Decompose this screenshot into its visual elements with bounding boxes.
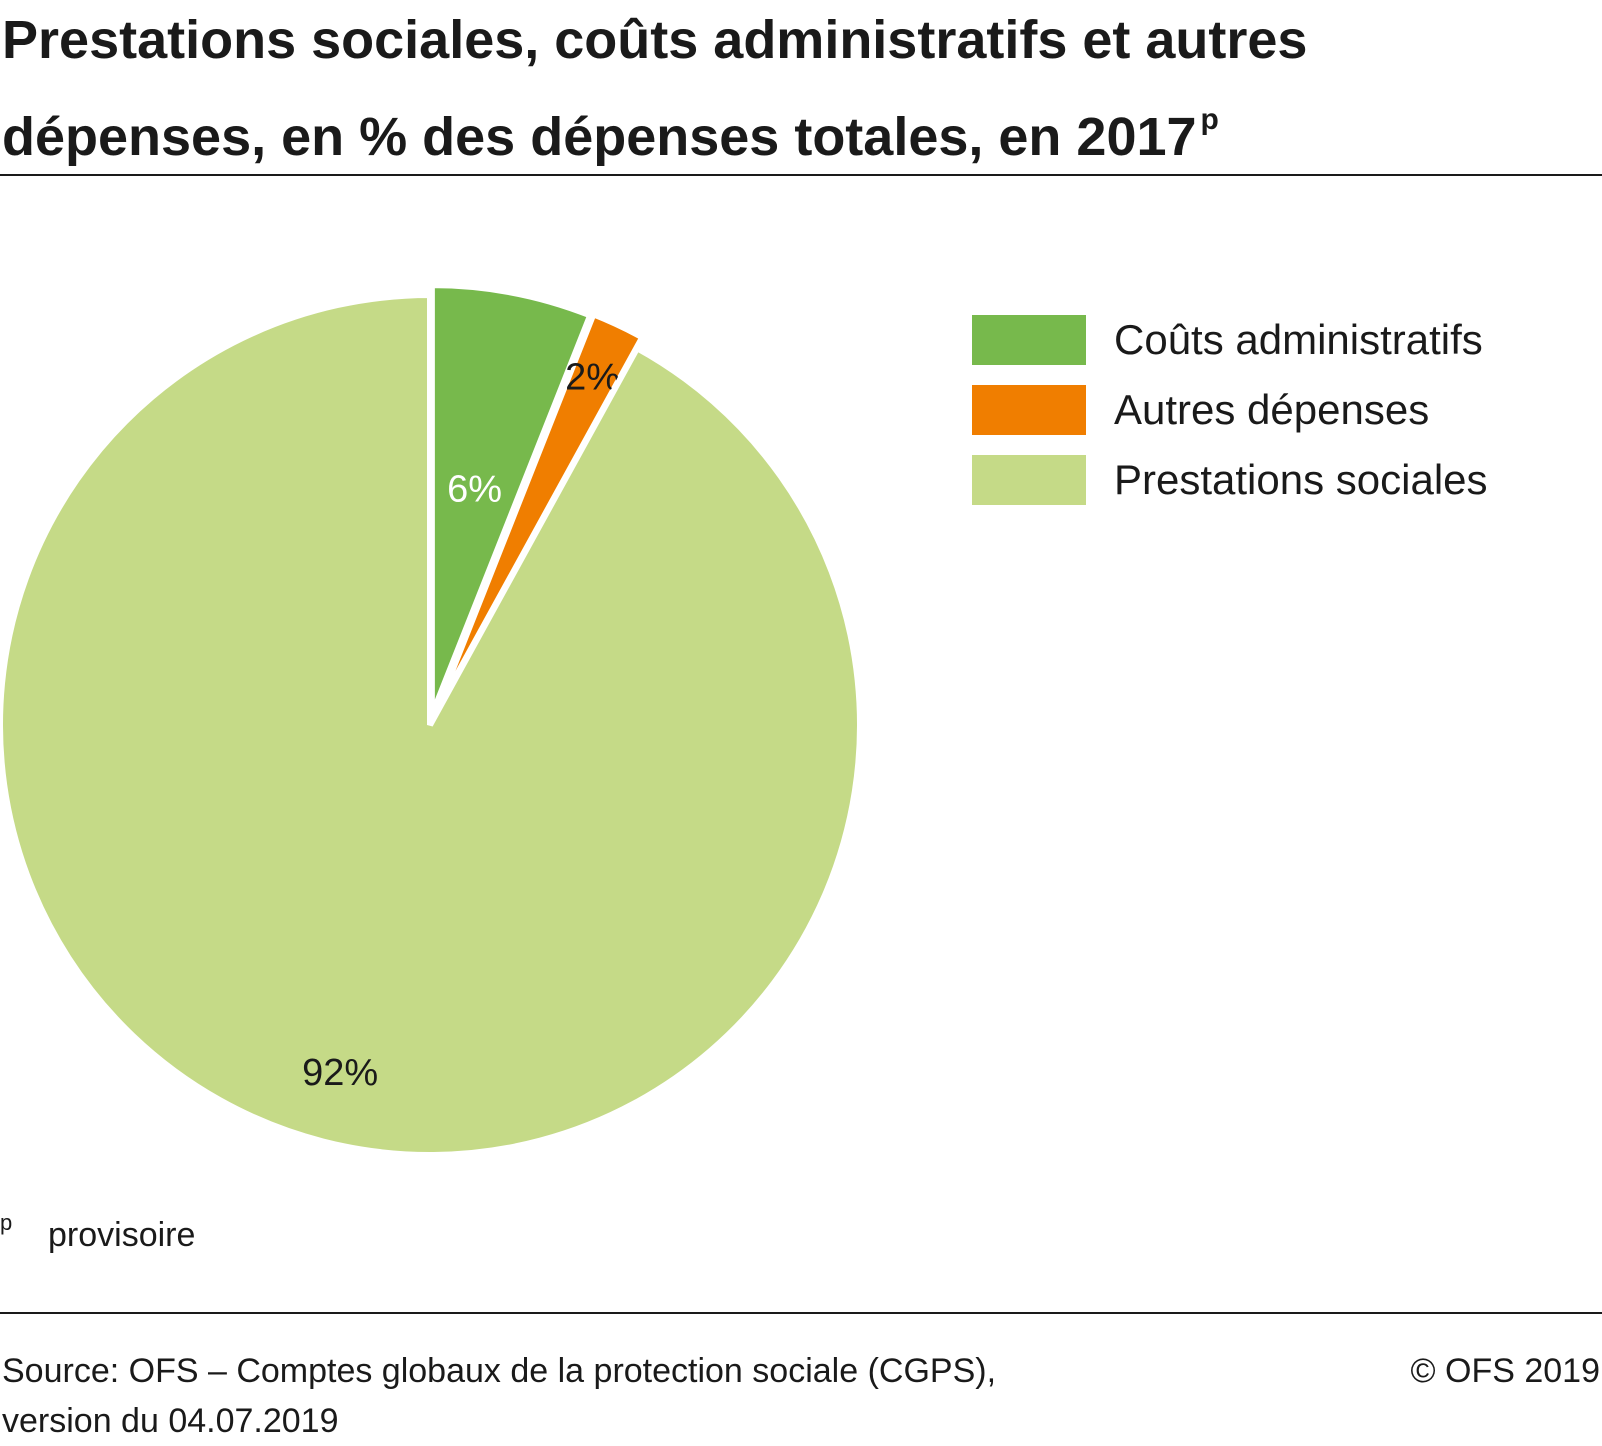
top-divider — [0, 174, 1602, 176]
pie-label-0: 6% — [447, 468, 502, 510]
pie-slice-2 — [0, 291, 863, 1158]
legend-label: Coûts administratifs — [1114, 316, 1483, 363]
bottom-divider — [0, 1312, 1602, 1314]
pie-slice-0 — [428, 282, 595, 717]
legend-swatch — [972, 315, 1086, 365]
legend-swatch — [972, 455, 1086, 505]
source-line-1: Source: OFS – Comptes globaux de la prot… — [2, 1352, 997, 1390]
chart-title: Prestations sociales, coûts administrati… — [2, 0, 1562, 177]
pie-label-2: 92% — [302, 1052, 378, 1094]
legend-label: Autres dépenses — [1114, 386, 1430, 433]
legend-swatch — [972, 385, 1086, 435]
footnote-mark: p — [0, 1210, 13, 1235]
source-line-2: version du 04.07.2019 — [2, 1402, 339, 1440]
title-superscript: p — [1200, 103, 1219, 136]
source-note: Source: OFS – Comptes globaux de la prot… — [2, 1346, 996, 1446]
copyright: © OFS 2019 — [1410, 1352, 1600, 1390]
pie-slice-1 — [432, 310, 647, 716]
chart-title-text: Prestations sociales, coûts administrati… — [2, 10, 1308, 167]
legend-label: Prestations sociales — [1114, 456, 1488, 503]
footnote-text: provisoire — [48, 1216, 196, 1254]
